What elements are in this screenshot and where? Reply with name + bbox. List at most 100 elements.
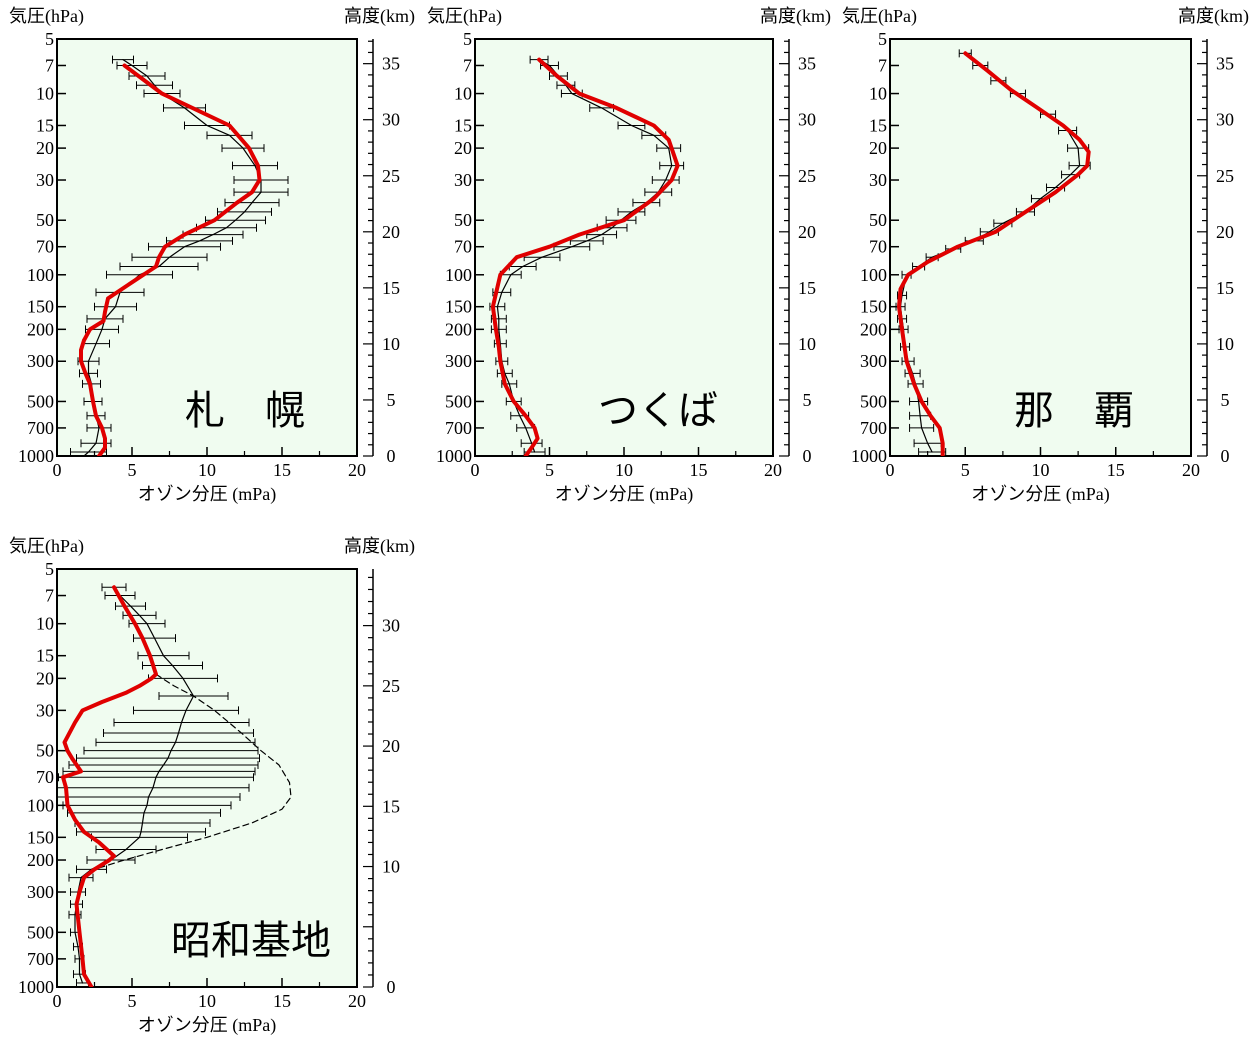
panel-2-x-tick-label: 10 <box>615 460 633 480</box>
panel-2-plot-area <box>474 38 774 457</box>
panel-4-station-label: 昭和基地 <box>171 918 331 964</box>
panel-4-observed-profile-line <box>61 585 158 987</box>
panel-1-height-axis-title: 高度(km) <box>344 6 415 27</box>
panel-1-height-tick-label: 0 <box>387 446 396 466</box>
panel-3-pressure-tick-label: 1000 <box>851 446 887 466</box>
panel-3-x-tick-label: 0 <box>886 460 895 480</box>
panel-2-height-tick-label: 5 <box>803 390 812 410</box>
panel-1-pressure-tick-label: 70 <box>36 237 54 257</box>
panel-4-x-tick-label: 15 <box>273 991 291 1011</box>
panel-1-x-axis-title: オゾン分圧 (mPa) <box>138 484 277 505</box>
panel-2-x-axis-title: オゾン分圧 (mPa) <box>555 484 694 505</box>
panel-3-data-layer <box>895 49 1091 456</box>
panel-2-pressure-tick-label: 30 <box>454 170 472 190</box>
panel-3-x-tick-label: 15 <box>1107 460 1125 480</box>
panel-3-x-tick-label: 20 <box>1182 460 1200 480</box>
panel-2-height-tick-label: 15 <box>798 278 816 298</box>
panel-3-height-tick-label: 0 <box>1221 446 1230 466</box>
panel-3-pressure-tick-label: 200 <box>860 319 887 339</box>
panel-2-mean-profile-line <box>496 59 673 453</box>
panel-4-pressure-tick-label: 50 <box>36 741 54 761</box>
panel-4-pressure-axis-title: 気圧(hPa) <box>9 536 84 557</box>
panel-4-pressure-tick-label: 100 <box>27 795 54 815</box>
panel-2-height-tick-label: 25 <box>798 166 816 186</box>
panel-1-pressure-tick-label: 5 <box>45 29 54 49</box>
panel-1-height-tick-label: 35 <box>382 54 400 74</box>
panel-3-x-axis-title: オゾン分圧 (mPa) <box>971 484 1110 505</box>
panel-2-pressure-tick-label: 300 <box>445 351 472 371</box>
panel-4-height-tick-label: 25 <box>382 676 400 696</box>
panel-4-height-tick-label: 30 <box>382 616 400 636</box>
panel-4-x-axis-title: オゾン分圧 (mPa) <box>138 1015 277 1036</box>
panel-4-pressure-tick-label: 1000 <box>18 977 54 997</box>
panel-4-x-tick-label: 20 <box>348 991 366 1011</box>
panel-4-x-tick-label: 5 <box>128 991 137 1011</box>
panel-4-plot-area <box>56 568 358 988</box>
panel-4-pressure-tick-label: 300 <box>27 882 54 902</box>
panel-2-height-tick-label: 10 <box>798 334 816 354</box>
panel-1-pressure-tick-label: 7 <box>45 55 54 75</box>
panel-1-height-tick-label: 30 <box>382 110 400 130</box>
panel-3-height-tick-label: 5 <box>1221 390 1230 410</box>
panel-3-pressure-tick-label: 50 <box>869 210 887 230</box>
panel-4-pressure-tick-label: 10 <box>36 614 54 634</box>
panel-1-x-tick-label: 5 <box>128 460 137 480</box>
panel-1-pressure-tick-label: 15 <box>36 115 54 135</box>
panel-3-pressure-tick-label: 70 <box>869 237 887 257</box>
panel-4-pressure-tick-label: 15 <box>36 646 54 666</box>
panel-2-pressure-tick-label: 7 <box>463 55 472 75</box>
panel-1-height-tick-label: 15 <box>382 278 400 298</box>
panel-1-pressure-tick-label: 200 <box>27 319 54 339</box>
panel-4-height-tick-label: 20 <box>382 736 400 756</box>
panel-3-height-tick-label: 20 <box>1216 222 1234 242</box>
panel-3-pressure-tick-label: 700 <box>860 418 887 438</box>
panel-2-pressure-tick-label: 1000 <box>436 446 472 466</box>
panel-3-pressure-tick-label: 10 <box>869 84 887 104</box>
panel-1-height-tick-label: 20 <box>382 222 400 242</box>
panel-4-chart: 0 5 10 15 2057101520305070100150200300500700… <box>9 536 415 1036</box>
panel-1-x-tick-label: 0 <box>53 460 62 480</box>
panel-2-data-layer <box>489 55 685 456</box>
panel-1-pressure-tick-label: 100 <box>27 265 54 285</box>
panel-1-pressure-tick-label: 300 <box>27 351 54 371</box>
panel-1-pressure-axis-title: 気圧(hPa) <box>9 6 84 27</box>
panel-4-height-axis-title: 高度(km) <box>344 536 415 557</box>
panel-4-pressure-tick-label: 5 <box>45 559 54 579</box>
panel-1-pressure-tick-label: 20 <box>36 138 54 158</box>
panel-3-x-tick-label: 5 <box>961 460 970 480</box>
panel-4-pressure-tick-label: 70 <box>36 767 54 787</box>
panel-4-pressure-tick-label: 30 <box>36 700 54 720</box>
panel-2-pressure-tick-label: 15 <box>454 115 472 135</box>
panel-3-pressure-tick-label: 30 <box>869 170 887 190</box>
panel-4-pressure-tick-label: 700 <box>27 949 54 969</box>
panel-3-pressure-tick-label: 15 <box>869 115 887 135</box>
panel-3-pressure-tick-label: 100 <box>860 265 887 285</box>
panel-1-station-label: 札 幌 <box>185 388 305 434</box>
panel-2-height-tick-label: 30 <box>798 110 816 130</box>
panel-3-height-tick-label: 35 <box>1216 54 1234 74</box>
panel-3-station-label: 那 覇 <box>1014 388 1134 434</box>
panel-1-height-tick-label: 5 <box>387 390 396 410</box>
panel-2-pressure-tick-label: 500 <box>445 391 472 411</box>
panel-2-pressure-axis-title: 気圧(hPa) <box>427 6 502 27</box>
panel-1-pressure-tick-label: 150 <box>27 297 54 317</box>
panel-2-height-axis-title: 高度(km) <box>760 6 831 27</box>
panel-3-height-tick-label: 15 <box>1216 278 1234 298</box>
panel-2-pressure-tick-label: 5 <box>463 29 472 49</box>
panel-2-chart: 0 5 10 15 2057101520305070100150200300500700… <box>427 6 831 505</box>
panel-2-pressure-tick-label: 10 <box>454 84 472 104</box>
panel-2-pressure-tick-label: 50 <box>454 210 472 230</box>
panel-2-height-tick-label: 20 <box>798 222 816 242</box>
panel-3-pressure-tick-label: 5 <box>878 29 887 49</box>
panel-4-pressure-tick-label: 20 <box>36 668 54 688</box>
panel-1-pressure-tick-label: 1000 <box>18 446 54 466</box>
panel-2-x-tick-label: 15 <box>690 460 708 480</box>
panel-1-x-tick-label: 10 <box>198 460 216 480</box>
panel-4-height-tick-label: 15 <box>382 796 400 816</box>
panel-4-pressure-tick-label: 200 <box>27 850 54 870</box>
panel-4-pressure-tick-label: 500 <box>27 922 54 942</box>
panel-4-x-tick-label: 10 <box>198 991 216 1011</box>
panel-1-x-tick-label: 15 <box>273 460 291 480</box>
panel-3-pressure-tick-label: 300 <box>860 351 887 371</box>
